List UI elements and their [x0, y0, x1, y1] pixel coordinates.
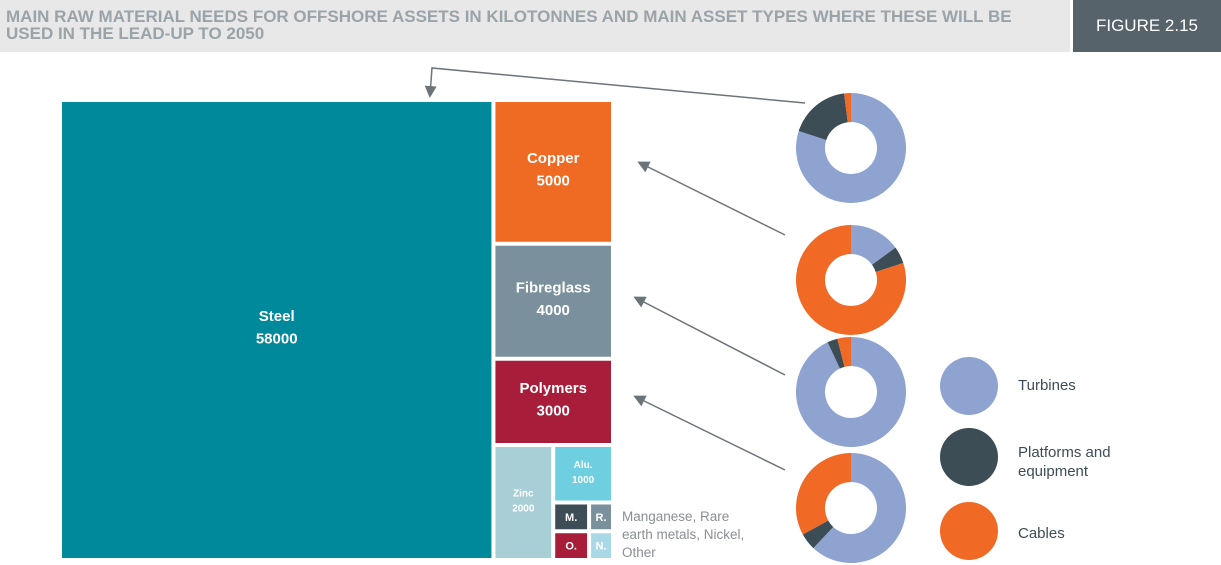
tile: [555, 504, 588, 530]
donut-slice: [796, 337, 906, 447]
tile-value: 4000: [537, 302, 570, 319]
tile: [62, 102, 492, 558]
donut-slice: [798, 93, 848, 140]
tile-label: N.: [596, 541, 607, 553]
tile: [591, 504, 611, 530]
tile: [495, 360, 611, 443]
tile-value: 3000: [537, 402, 570, 419]
donut-slice: [813, 453, 906, 563]
header-bar: MAIN RAW MATERIAL NEEDS FOR OFFSHORE ASS…: [0, 0, 1070, 52]
tile-label: R.: [596, 512, 607, 524]
annotation: Manganese, Rare earth metals, Nickel, Ot…: [622, 509, 745, 560]
tile: [495, 447, 552, 558]
title: MAIN RAW MATERIAL NEEDS FOR OFFSHORE ASS…: [6, 7, 1012, 43]
tile-value: 5000: [537, 172, 570, 189]
donut-slice: [837, 337, 851, 367]
tile-label: Polymers: [519, 380, 587, 397]
tile-label: Fibreglass: [516, 279, 591, 296]
donut-slice: [795, 225, 906, 335]
donut-slice: [872, 247, 904, 272]
tile-label: Copper: [527, 150, 580, 167]
legend-entry: Platforms and equipment: [1018, 444, 1111, 480]
tile-label: Alu.: [574, 460, 593, 471]
tile-label: O.: [565, 541, 577, 553]
tile-label: Steel: [259, 308, 295, 325]
donut-slice: [796, 453, 851, 535]
figure-label: FIGURE 2.15: [1073, 0, 1221, 52]
tile-label: Zinc: [513, 489, 534, 500]
tile: [555, 533, 588, 558]
donut-slice: [795, 93, 906, 203]
donut-slice: [851, 225, 896, 265]
donut-slice: [827, 338, 845, 369]
tile: [591, 533, 611, 558]
legend-entry: Cables: [1018, 525, 1065, 542]
tile-value: 1000: [572, 475, 595, 486]
arrows: [424, 67, 806, 471]
tile-label: M.: [565, 512, 577, 524]
legend-entry: Turbines: [1018, 377, 1076, 394]
legend-icons: [940, 357, 998, 560]
tile: [555, 447, 611, 501]
donut-slice: [802, 520, 834, 549]
tile: [495, 245, 611, 357]
tile-value: 2000: [512, 504, 535, 515]
tile: [495, 102, 611, 242]
donut-slice: [844, 93, 851, 123]
tile-value: 58000: [256, 331, 298, 348]
